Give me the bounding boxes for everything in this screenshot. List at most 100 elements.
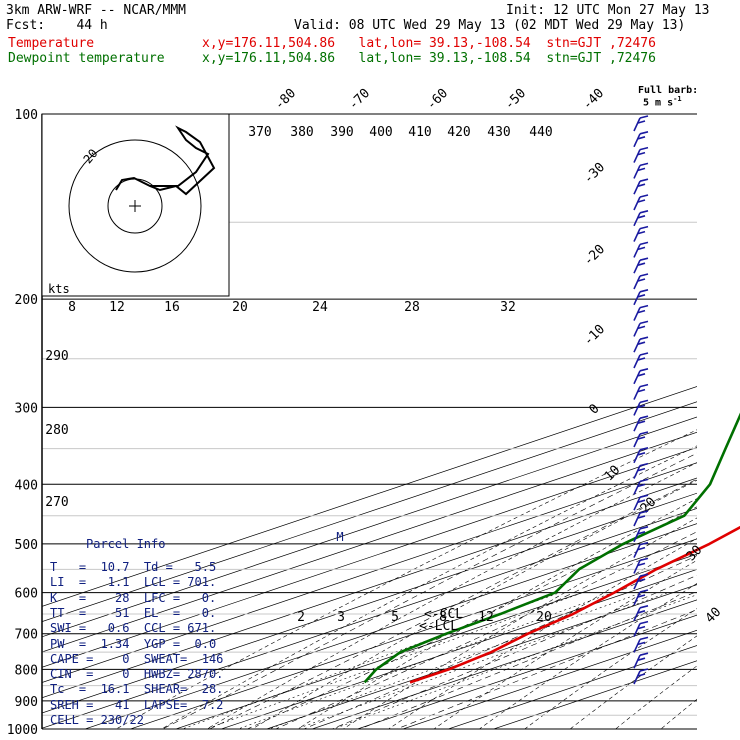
wind-barb (633, 115, 649, 132)
theta-label: 400 (369, 125, 392, 140)
theta-label: 440 (529, 125, 552, 140)
mixing-ratio-label: 2 (297, 610, 305, 625)
dry-adiabat-line (115, 429, 697, 729)
wind-barb (633, 131, 649, 148)
wind-barb (633, 431, 649, 448)
isotherm-line (42, 462, 697, 683)
dry-adiabat-line (206, 462, 697, 729)
isotherm-line (83, 523, 697, 729)
wind-barb (633, 352, 649, 369)
forecast-hour: Fcst: 44 h (6, 18, 108, 33)
mixing-ratio-label: 3 (337, 610, 345, 625)
wind-barb (633, 620, 649, 637)
isotherm-line (42, 401, 697, 622)
dry-adiabat-line (524, 608, 697, 729)
wind-barb (633, 494, 649, 511)
wind-barb (633, 447, 649, 464)
sounding-curves (363, 412, 740, 684)
theta-label: 390 (330, 125, 353, 140)
wind-barb (633, 399, 649, 416)
dry-adiabat-line (660, 698, 697, 729)
isotherm-line (42, 416, 697, 638)
wind-barb (633, 510, 649, 527)
wind-barb (633, 383, 649, 400)
isotherm-line (129, 538, 697, 729)
isotherm-line (42, 447, 697, 668)
parcel-info-row: T = 10.7 Td = 5.5 (50, 560, 217, 574)
pressure-label-700: 700 (15, 628, 38, 643)
wind-barb (633, 589, 649, 606)
wetbulb-label: 12 (109, 300, 125, 315)
wind-barb (633, 304, 649, 321)
theta-e-label: 290 (45, 349, 68, 364)
wind-barb (633, 636, 649, 653)
parcel-info-row: CAPE = 0 SWEAT= 146 (50, 651, 224, 666)
mixing-ratio-line (205, 592, 583, 729)
pressure-label-200: 200 (15, 293, 38, 308)
pressure-label-300: 300 (15, 401, 38, 416)
parcel-info-row: Tc = 16.1 SHEAR= 28. (50, 682, 224, 697)
isotherm-line (447, 645, 697, 729)
temperature-location: x,y=176.11,504.86 lat,lon= 39.13,-108.54… (202, 36, 656, 51)
parcel-info-title: Parcel Info (86, 537, 166, 551)
moist-adiabat-line (274, 531, 697, 729)
mixing-ratio-line (332, 594, 697, 729)
mixing-ratio-label: 12 (478, 610, 494, 625)
isotherm-line (42, 508, 697, 729)
wind-barb (633, 605, 649, 622)
pressure-label-400: 400 (15, 478, 38, 493)
wind-barb (633, 146, 649, 163)
wind-barb (633, 557, 649, 574)
dry-adiabat-line (433, 559, 697, 729)
mixing-ratio-line (295, 592, 669, 729)
barb-legend: Full barb: 5 m s-1 (638, 85, 699, 108)
moist-adiabat-line (331, 574, 697, 729)
isotherm-label-top: -80 (272, 86, 299, 113)
mixing-ratio-label: 20 (536, 610, 552, 625)
wind-barb (633, 210, 649, 227)
mixing-ratio-label: 5 (391, 610, 399, 625)
dewpoint-location: x,y=176.11,504.86 lat,lon= 39.13,-108.54… (202, 51, 656, 66)
parcel-info-row: K = 28 LFC = 0. (50, 590, 217, 605)
wind-barb (633, 415, 649, 432)
wind-barb (633, 478, 649, 495)
wetbulb-label: 16 (164, 300, 180, 315)
wind-barb (633, 162, 649, 179)
mixing-ratio-label: 8 (439, 610, 447, 625)
isotherm-line (42, 492, 697, 714)
wind-barb (633, 194, 649, 211)
wind-barb (633, 225, 649, 242)
wetbulb-label: 8 (68, 300, 76, 315)
wind-barb (633, 526, 649, 543)
lcl-annotation: <-LCL (419, 619, 458, 634)
theta-e-label: 270 (45, 495, 68, 510)
wind-barb (633, 541, 649, 558)
isotherm-line (265, 584, 697, 729)
parcel-info-row: CIN = 0 HWBZ= 2870. (50, 667, 224, 682)
wind-barb (633, 573, 649, 590)
isotherm-label-right: 40 (703, 605, 725, 627)
isotherm-line (401, 629, 697, 729)
dewpoint-line (363, 412, 740, 684)
init-time: Init: 12 UTC Mon 27 May 13 (506, 3, 710, 18)
hodograph-ring-outer (68, 139, 202, 273)
dry-adiabat-line (569, 635, 697, 729)
isotherm-line (174, 553, 697, 729)
parcel-info-row: CELL = 230/22 (50, 713, 144, 727)
wind-barb (633, 462, 649, 479)
moist-adiabat-line (161, 452, 697, 729)
moist-adiabat-line (359, 591, 697, 729)
isotherm-line (310, 599, 697, 729)
wind-barb (633, 178, 649, 195)
pressure-label-1000: 1000 (7, 723, 38, 738)
parcel-info-row: LI = 1.1 LCL = 701. (50, 575, 217, 590)
isotherm-label-top: -70 (346, 86, 373, 113)
dry-adiabat-line (161, 445, 697, 729)
wind-barb (633, 241, 649, 258)
barb-legend-unit-exp: -1 (673, 95, 682, 103)
pressure-label-600: 600 (15, 587, 38, 602)
barb-legend-line1: Full barb: (638, 85, 699, 96)
isotherm-line (356, 614, 697, 729)
